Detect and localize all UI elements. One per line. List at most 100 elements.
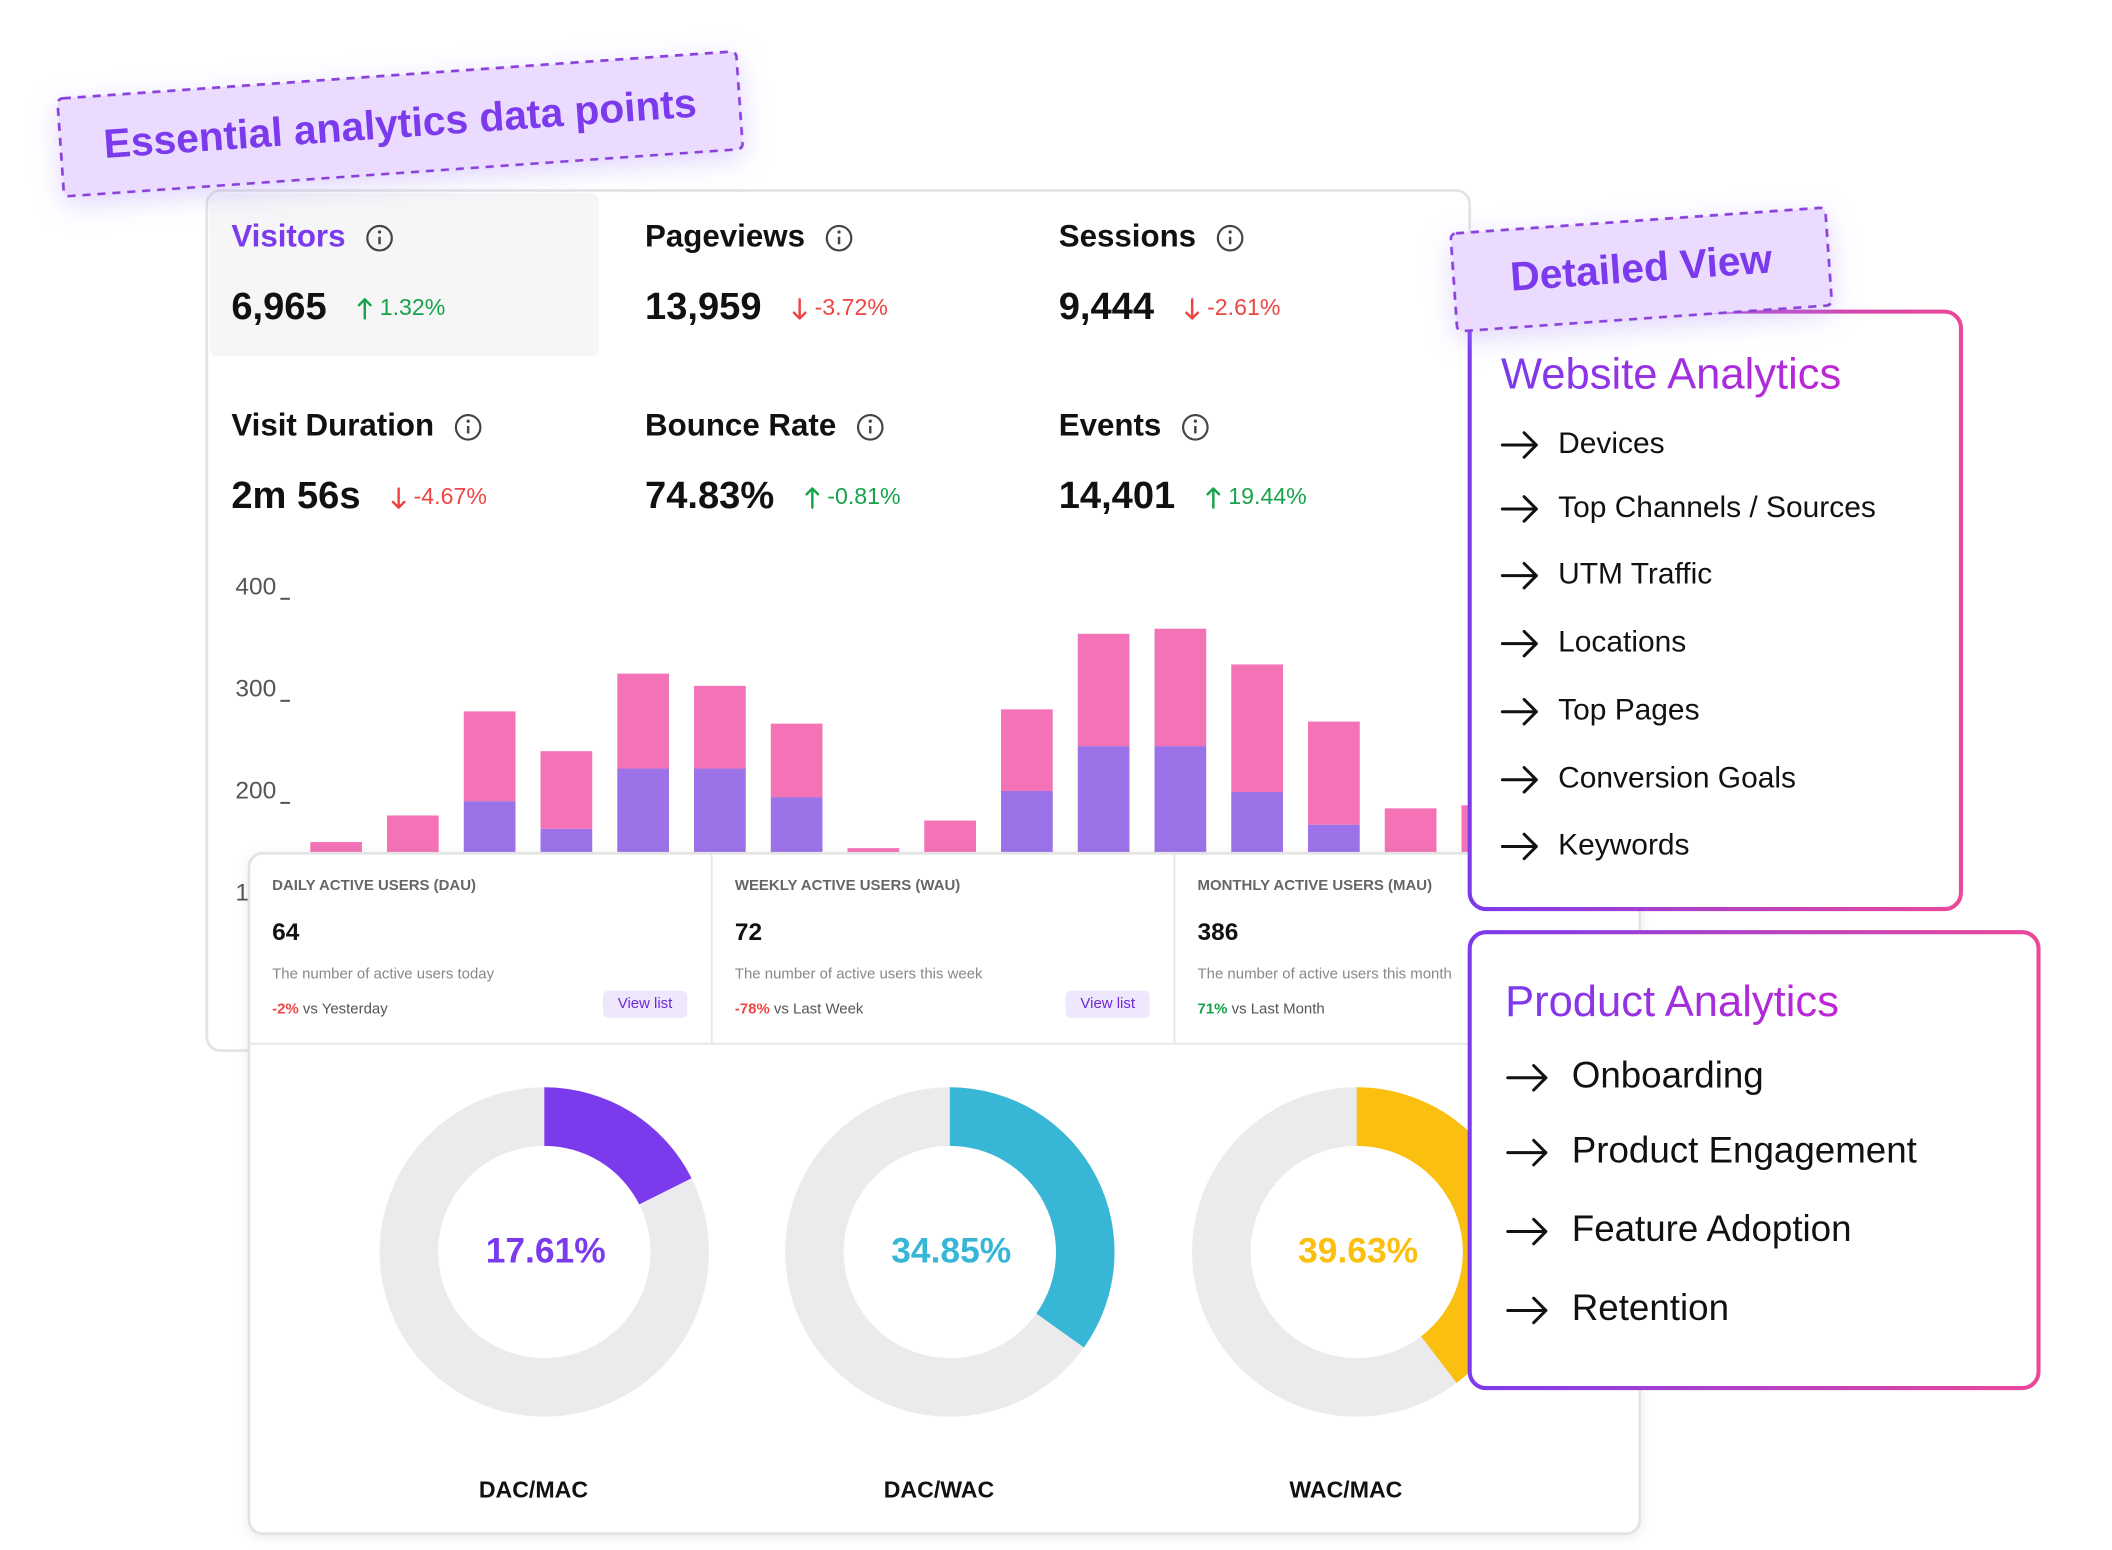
trend-arrow — [1185, 298, 1200, 320]
bar-segment — [694, 768, 746, 854]
list-arrow — [1500, 832, 1538, 861]
info-icon — [856, 413, 884, 441]
panel-title: Website Analytics — [1501, 350, 1841, 398]
list-arrow — [1506, 1217, 1548, 1246]
list-arrow — [1500, 431, 1538, 459]
info-icon — [1181, 413, 1209, 441]
bar-segment — [617, 768, 669, 854]
list-item: Product Engagement — [1572, 1129, 1917, 1170]
donut-name: DAC/MAC — [479, 1477, 588, 1503]
trend-arrow — [792, 298, 807, 320]
button-bg — [602, 990, 688, 1018]
tag: Essential analytics data points — [56, 50, 744, 198]
donut-value: 39.63% — [1298, 1232, 1418, 1271]
tag: Detailed View — [1449, 206, 1833, 333]
list-item: Top Channels / Sources — [1558, 491, 1876, 524]
bar-segment — [770, 797, 823, 854]
card-description: The number of active users this month — [1198, 965, 1452, 982]
panel-box — [1467, 309, 1963, 912]
list-arrow — [1506, 1296, 1548, 1325]
bar-segment — [540, 828, 593, 854]
bar-segment — [1154, 628, 1207, 747]
card-change: -2% vs Yesterday — [272, 1001, 388, 1018]
info-icon — [837, 230, 841, 234]
bar-segment — [924, 820, 976, 854]
metrics: Visitors 6,965 1.32% Pageviews 13,959 -3.72% S… — [231, 218, 1306, 517]
metric-change: -0.81% — [827, 483, 900, 509]
bar-segment — [1001, 709, 1053, 791]
info-icon — [466, 419, 470, 423]
info-icon — [1193, 419, 1197, 423]
bar-segment — [310, 842, 362, 854]
list-arrow — [1500, 766, 1538, 794]
selected-metric-bg — [209, 193, 599, 357]
bar-chart: 100200300400 — [235, 573, 290, 907]
metric-label: Visit Duration — [231, 408, 434, 443]
list-item: UTM Traffic — [1558, 558, 1712, 591]
product-panel: Product Analytics — [1467, 930, 2041, 1391]
product-items: Onboarding Product Engagement Feature Adop… — [1506, 1054, 1917, 1328]
metric-value: 2m 56s — [231, 475, 360, 517]
metric-change: -4.67% — [414, 483, 487, 509]
card-title: WEEKLY ACTIVE USERS (WAU) — [735, 877, 960, 894]
donut-arc — [949, 1087, 1115, 1348]
info-icon — [366, 224, 393, 252]
card-change: 71% vs Last Month — [1198, 1001, 1325, 1018]
donut-value: 34.85% — [891, 1232, 1011, 1271]
trend-arrow — [391, 487, 406, 509]
card-value: 386 — [1198, 919, 1239, 946]
bar-segment — [1461, 805, 1469, 854]
donut-arc — [544, 1087, 692, 1205]
bar-segment — [540, 751, 593, 829]
website-items: Devices Top Channels / Sources UTM Traffic… — [1500, 427, 1876, 861]
trend-arrow — [357, 298, 372, 320]
info-icon — [377, 230, 382, 234]
metric-change: 19.44% — [1228, 483, 1306, 509]
metric-label: Events — [1059, 408, 1162, 443]
metric-value: 6,965 — [231, 286, 326, 328]
bar-segment — [1001, 790, 1053, 854]
change-value: -78% — [735, 1001, 770, 1018]
list-item: Retention — [1572, 1287, 1729, 1328]
bar-segment — [1308, 721, 1360, 825]
button-label: View list — [618, 995, 673, 1012]
list-arrow — [1500, 495, 1538, 523]
change-value: 71% — [1198, 1001, 1228, 1018]
bar-segment — [617, 673, 669, 769]
bar-segment — [1231, 664, 1283, 793]
info-icon — [868, 419, 872, 423]
list-item: Keywords — [1558, 828, 1689, 861]
trend-arrow — [805, 487, 820, 509]
bar-segment — [1154, 746, 1207, 854]
y-tick-label: 200 — [235, 777, 276, 804]
info-icon — [825, 224, 853, 252]
list-item: Locations — [1558, 626, 1686, 659]
bar-segment — [1077, 633, 1130, 747]
bar-segment — [1384, 808, 1437, 854]
view-list-button[interactable]: View list — [1065, 990, 1150, 1018]
tag-box — [1449, 206, 1833, 333]
list-item: Feature Adoption — [1572, 1208, 1852, 1249]
list-arrow — [1500, 629, 1538, 658]
y-tick-label: 300 — [235, 675, 276, 702]
info-icon — [454, 413, 482, 441]
list-item: Top Pages — [1558, 694, 1699, 727]
active-users: DAILY ACTIVE USERS (DAU) 64 The number of … — [272, 877, 1452, 1018]
change-comparison: vs Last Week — [770, 1001, 864, 1018]
view-list-button[interactable]: View list — [602, 990, 688, 1018]
active-users-card — [247, 851, 1642, 1536]
metric-value: 9,444 — [1059, 286, 1154, 328]
bar-segment — [694, 685, 746, 769]
list-arrow — [1500, 697, 1538, 726]
info-icon — [1216, 224, 1244, 252]
change-comparison: vs Last Month — [1227, 1001, 1324, 1018]
panel-title: Product Analytics — [1505, 978, 1839, 1026]
metric-change: -2.61% — [1207, 294, 1280, 320]
card-change: -78% vs Last Week — [735, 1001, 864, 1018]
card-value: 64 — [272, 919, 300, 946]
list-item: Conversion Goals — [1558, 762, 1796, 795]
change-comparison: vs Yesterday — [299, 1001, 388, 1018]
list-arrow — [1506, 1138, 1548, 1167]
metric-label: Bounce Rate — [645, 408, 836, 443]
